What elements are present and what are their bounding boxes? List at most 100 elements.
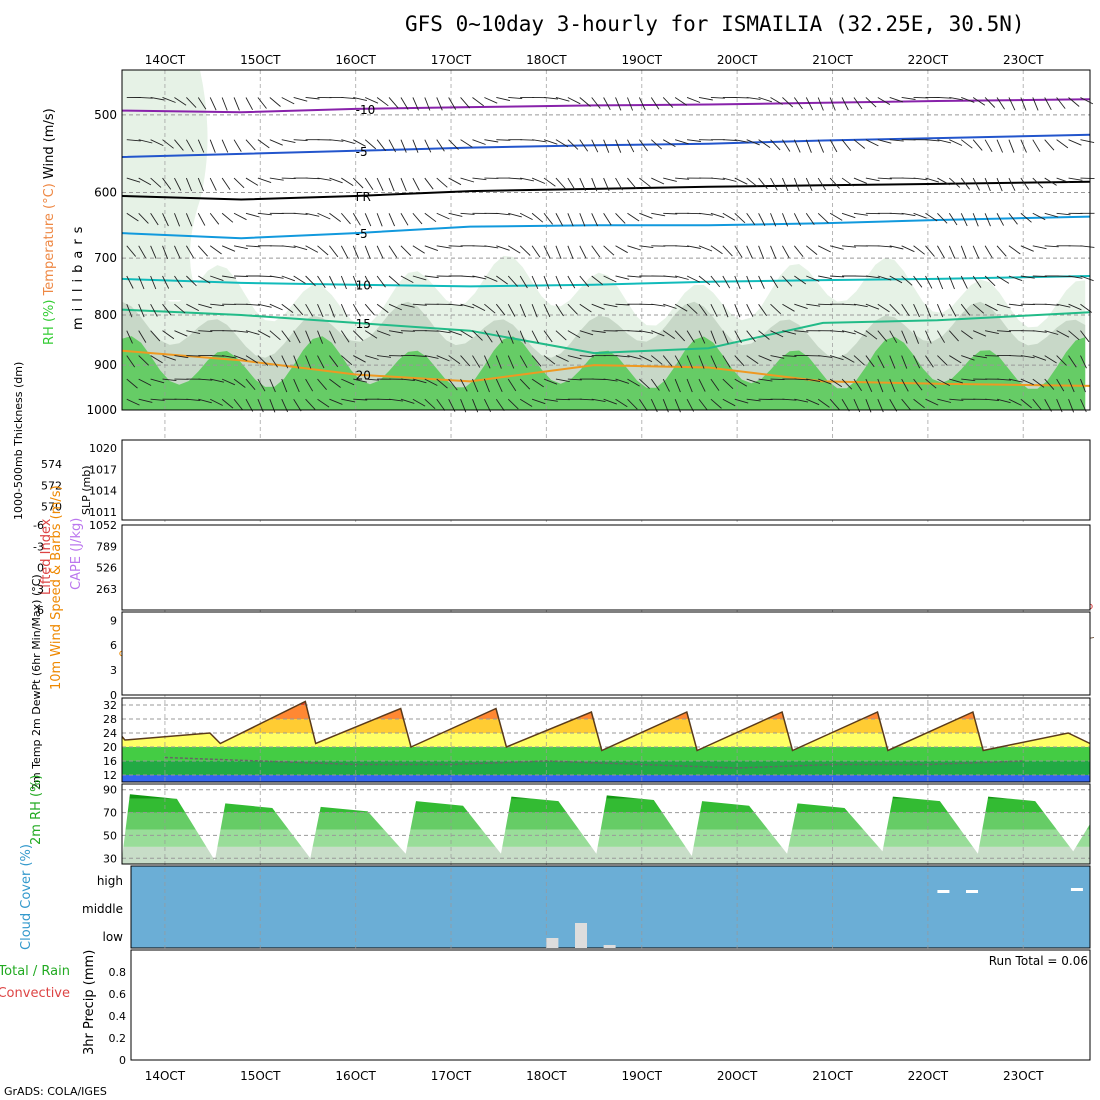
wind-barb (913, 378, 923, 391)
wind-barb (889, 212, 904, 215)
wind-barb (495, 378, 503, 392)
wind-barb (245, 212, 260, 218)
wind-barb (257, 139, 270, 149)
wind-barb (782, 330, 797, 335)
wind-barb (901, 355, 908, 369)
precip-tick: 0.4 (109, 1010, 127, 1023)
wind-barb (996, 245, 1007, 257)
wind-barb (663, 212, 678, 215)
wind-barb (329, 212, 341, 222)
wind-barb (698, 275, 711, 286)
wind-barb (209, 177, 217, 191)
slp-ylabel: SLP (mb) (80, 465, 93, 515)
wind-barb (961, 378, 976, 382)
wind-barb (853, 177, 868, 184)
wind-barb (603, 213, 612, 226)
wind-barb (710, 245, 723, 255)
y-tick-label: 900 (94, 358, 117, 372)
wind-barb (1032, 378, 1045, 388)
cape-tick: 789 (96, 540, 117, 553)
wind-barb (925, 177, 940, 183)
wind-barb (615, 355, 630, 358)
wind-barb (603, 378, 618, 382)
wind-barb (1020, 398, 1032, 409)
wind-barb (591, 139, 599, 153)
wind-barb (985, 355, 1000, 357)
wind-barb (817, 97, 824, 111)
wind-barb (937, 355, 948, 366)
wind-barb (996, 139, 1004, 153)
wind-barb (245, 245, 260, 248)
wind-barb (234, 275, 249, 277)
wind-barb (925, 304, 932, 318)
wind-barb (567, 330, 581, 338)
wind-barb (293, 275, 306, 284)
wind-barb (1032, 139, 1041, 152)
wind-barb (734, 398, 749, 404)
wind-barb (901, 330, 908, 344)
wind-barb (305, 275, 316, 287)
wind-barb (317, 355, 325, 369)
wind-barb (150, 97, 165, 101)
wind-barb (793, 139, 801, 153)
wind-barb (472, 355, 481, 368)
wind-barb (507, 378, 517, 392)
wind-barb (877, 275, 892, 281)
wind-barb (996, 303, 1011, 309)
wind-barb (1080, 330, 1090, 343)
wind-barb (388, 97, 399, 109)
wind-barb (698, 398, 708, 411)
wind-barb (448, 330, 463, 336)
wind-barb (758, 355, 772, 362)
wind-barb (472, 275, 487, 280)
wind-barb (257, 330, 271, 338)
li-tick: 6 (37, 604, 44, 617)
wind-barb (543, 177, 556, 187)
wind-barb (388, 275, 400, 286)
cape-tick: 526 (96, 562, 117, 575)
wind-barb (746, 330, 756, 342)
thickness-tick: 574 (41, 458, 62, 471)
wind-barb (830, 275, 845, 278)
wind-barb (352, 303, 361, 317)
wind-barb (1056, 275, 1071, 278)
wind-barb (853, 212, 868, 216)
wind-barb (758, 378, 773, 382)
wind-barb (829, 212, 843, 221)
wind-barb (949, 355, 962, 364)
wind-barb (388, 177, 395, 192)
wind-barb (507, 275, 518, 287)
wind-barb (222, 355, 236, 359)
wind-barb (352, 213, 361, 226)
wind-barb (424, 97, 431, 111)
wind-barb (269, 177, 284, 181)
panel-cloud-bg (130, 865, 1091, 949)
wind-barb (841, 212, 856, 219)
wind-barb (245, 97, 253, 111)
wind-barb (734, 378, 748, 387)
wind-barb (281, 245, 296, 248)
wind-barb (412, 245, 425, 254)
wind-barb (162, 177, 172, 190)
wind-barb (507, 303, 516, 317)
wind-barb (1044, 330, 1059, 335)
wind-barb (794, 303, 808, 310)
wind-barb (305, 245, 319, 253)
wind-barb (150, 245, 157, 259)
wind-barb (937, 97, 952, 99)
wind-barb (734, 355, 745, 367)
wind-barb (162, 330, 175, 340)
wind-barb (627, 355, 642, 360)
wind-barb (591, 398, 606, 403)
ylabel-part: Wind (m/s) (42, 108, 57, 179)
wind-barb (364, 139, 377, 150)
wind-barb (1008, 398, 1022, 406)
wind-barb (627, 275, 642, 278)
wind-barb (257, 97, 267, 109)
wind-barb (818, 378, 832, 385)
thickness-ylabel: 1000-500mb Thickness (dm) (12, 362, 25, 520)
wind-barb (793, 177, 800, 192)
wind-barb (197, 177, 204, 192)
wind-barb (615, 212, 626, 224)
x-tick-label-top: 16OCT (335, 53, 376, 67)
